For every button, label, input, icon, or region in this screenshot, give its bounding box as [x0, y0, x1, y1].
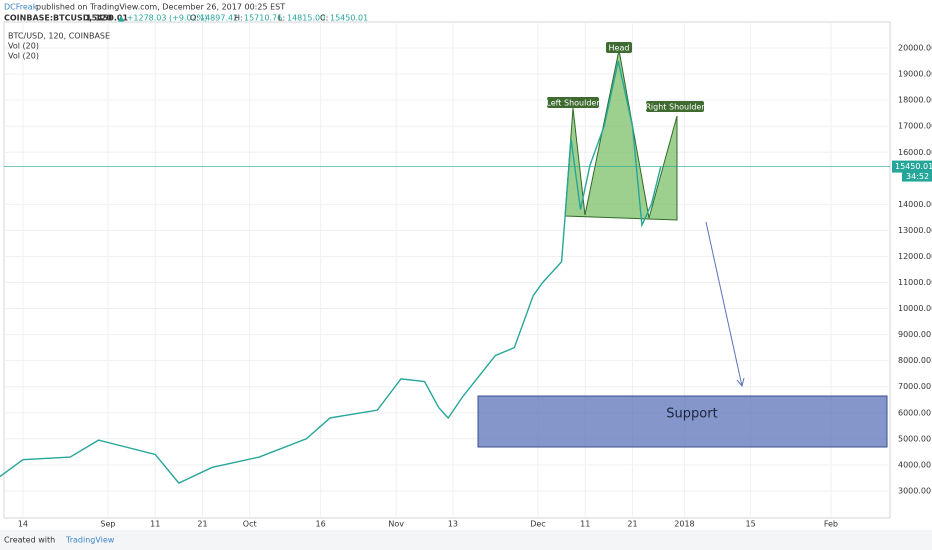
- last: 15450.01: [86, 14, 128, 23]
- x-tick-label: Oct: [243, 520, 257, 529]
- y-tick-label: 8000.00: [898, 356, 931, 365]
- x-tick-label: 2018: [674, 520, 694, 529]
- x-tick-label: Dec: [530, 520, 545, 529]
- y-tick-label: 20000.00: [898, 44, 932, 53]
- support-zone: [477, 395, 888, 448]
- close: 15450.01: [330, 14, 368, 23]
- price-tag-text: 15450.01: [895, 162, 932, 171]
- y-tick-label: 19000.00: [898, 70, 932, 79]
- x-tick-label: Sep: [100, 520, 115, 529]
- x-tick-label: 15: [746, 520, 756, 529]
- footer-text: Created with: [4, 536, 55, 545]
- x-tick-label: Feb: [824, 520, 838, 529]
- x-tick-label: 16: [316, 520, 326, 529]
- price-tag: [892, 160, 932, 173]
- y-tick-label: 13000.00: [898, 226, 932, 235]
- y-tick-label: 7000.00: [898, 382, 931, 391]
- head-label: Head: [609, 44, 630, 53]
- change: ▲ +1278.03 (+9.02%): [118, 14, 207, 23]
- footer-bar: [0, 530, 932, 550]
- left-shoulder-label: Left Shoulder: [546, 99, 600, 108]
- label-box: [547, 97, 599, 108]
- author[interactable]: DCFreak: [4, 3, 38, 12]
- low: 14815.00: [287, 14, 325, 23]
- y-tick-label: 16000.00: [898, 148, 932, 157]
- open: 14897.42: [200, 14, 238, 23]
- legend-entry: BTC/USD, 120, COINBASE: [8, 32, 110, 41]
- y-tick-label: 12000.00: [898, 252, 932, 261]
- open-label: O:: [190, 14, 199, 23]
- footer-brand[interactable]: TradingView: [65, 536, 115, 545]
- plot-frame: [3, 21, 891, 519]
- x-tick-label: 21: [627, 520, 637, 529]
- x-tick-label: Nov: [388, 520, 404, 529]
- y-tick-label: 18000.00: [898, 96, 932, 105]
- x-tick-label: 11: [150, 520, 160, 529]
- support-label: Support: [666, 407, 717, 422]
- right-shoulder-label: Right Shoulder: [645, 103, 705, 112]
- high: 15710.76: [244, 14, 282, 23]
- y-tick-label: 11000.00: [898, 278, 932, 287]
- x-tick-label: 13: [448, 520, 458, 529]
- legend-entry: Vol (20): [8, 52, 39, 61]
- y-tick-label: 4000.00: [898, 460, 931, 469]
- x-tick-label: 14: [18, 520, 28, 529]
- symbol: COINBASE:BTCUSD, 120: [4, 14, 112, 23]
- y-tick-label: 6000.00: [898, 408, 931, 417]
- label-box: [646, 101, 704, 112]
- published: published on TradingView.com, December 2…: [36, 3, 285, 12]
- arrow-head: [736, 377, 745, 388]
- y-tick-label: 10000.00: [898, 304, 932, 313]
- head-shoulders: [564, 49, 678, 221]
- label-box: [606, 42, 632, 53]
- close-label: C:: [320, 14, 328, 23]
- y-tick-label: 17000.00: [898, 122, 932, 131]
- arrow: [705, 221, 743, 387]
- high-label: H:: [234, 14, 243, 23]
- y-tick-label: 5000.00: [898, 434, 931, 443]
- price-line: [0, 60, 662, 484]
- countdown-tag: [902, 170, 932, 182]
- y-tick-label: 14000.00: [898, 200, 932, 209]
- low-label: L:: [278, 14, 285, 23]
- x-tick-label: 11: [580, 520, 590, 529]
- x-tick-label: 21: [197, 520, 207, 529]
- y-tick-label: 3000.00: [898, 486, 931, 495]
- grid: [4, 22, 890, 518]
- y-tick-label: 9000.00: [898, 330, 931, 339]
- countdown-text: 34:52: [906, 172, 929, 181]
- legend-entry: Vol (20): [8, 42, 39, 51]
